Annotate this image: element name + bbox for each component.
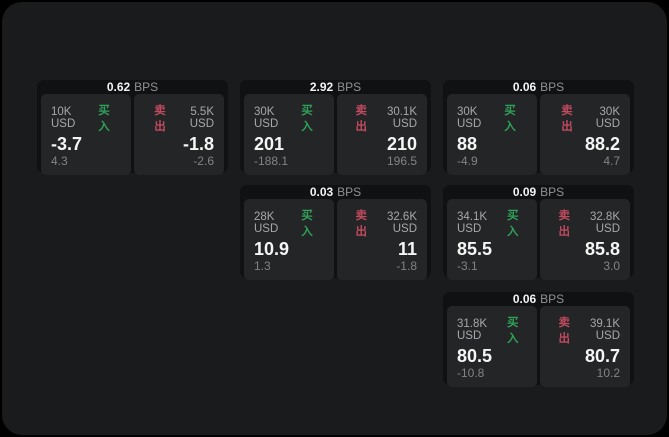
sell-quote[interactable]: 卖出 32.6K USD 11 -1.8: [337, 199, 427, 280]
sell-sub-value: 3.0: [603, 259, 620, 273]
sell-amount: 5.5K USD: [189, 106, 214, 130]
bps-header: 0.03 BPS: [240, 185, 431, 199]
sell-amount: 39.1K USD: [589, 318, 620, 342]
buy-price: 85.5: [457, 239, 493, 259]
sell-amount: 32.8K USD: [589, 211, 620, 235]
bps-value: 2.92: [309, 80, 334, 94]
buy-side-label: 买入: [507, 317, 519, 345]
bps-value: 0.62: [106, 80, 131, 94]
sell-quote[interactable]: 卖出 5.5K USD -1.8 -2.6: [134, 94, 224, 175]
bps-unit: BPS: [134, 80, 159, 94]
sell-quote[interactable]: 卖出 30K USD 88.2 4.7: [540, 94, 630, 175]
bps-header: 0.06 BPS: [443, 80, 634, 94]
buy-sub-value: -3.1: [457, 259, 478, 273]
quote-card: 0.06 BPS 31.8K USD 买入 80.5 -10.8 卖出 39.1…: [443, 292, 634, 387]
sell-side-label: 卖出: [561, 105, 573, 133]
bps-value: 0.09: [512, 185, 537, 199]
bps-header: 0.09 BPS: [443, 185, 634, 199]
sell-amount: 30.1K USD: [386, 106, 417, 130]
buy-side-label: 买入: [301, 105, 313, 133]
buy-amount: 28K USD: [254, 211, 279, 235]
buy-price: 201: [254, 134, 285, 154]
sell-side-label: 卖出: [558, 317, 571, 345]
buy-quote[interactable]: 30K USD 买入 201 -188.1: [244, 94, 334, 175]
buy-quote[interactable]: 10K USD 买入 -3.7 4.3: [41, 94, 131, 175]
bps-header: 0.62 BPS: [37, 80, 228, 94]
buy-amount: 30K USD: [457, 106, 482, 130]
sell-sub-value: -1.8: [396, 259, 417, 273]
sell-price: 85.8: [584, 239, 620, 259]
bps-header: 0.06 BPS: [443, 292, 634, 306]
buy-price: -3.7: [51, 134, 83, 154]
buy-sub-value: -10.8: [457, 366, 485, 380]
quote-card: 0.62 BPS 10K USD 买入 -3.7 4.3 卖出 5.5K USD…: [37, 80, 228, 175]
buy-sub-value: 1.3: [254, 259, 271, 273]
buy-quote[interactable]: 30K USD 买入 88 -4.9: [447, 94, 537, 175]
quote-card: 0.03 BPS 28K USD 买入 10.9 1.3 卖出 32.6K US…: [240, 185, 431, 280]
buy-quote[interactable]: 34.1K USD 买入 85.5 -3.1: [447, 199, 537, 280]
bps-value: 0.03: [309, 185, 334, 199]
buy-sub-value: 4.3: [51, 154, 68, 168]
bps-value: 0.06: [512, 80, 537, 94]
sell-sub-value: -2.6: [193, 154, 214, 168]
bps-unit: BPS: [337, 80, 362, 94]
buy-quote[interactable]: 31.8K USD 买入 80.5 -10.8: [447, 306, 537, 387]
sell-sub-value: 10.2: [596, 366, 620, 380]
buy-sub-value: -188.1: [254, 154, 289, 168]
bps-unit: BPS: [337, 185, 362, 199]
buy-sub-value: -4.9: [457, 154, 478, 168]
bps-value: 0.06: [512, 292, 537, 306]
sell-side-label: 卖出: [558, 210, 571, 238]
sell-price: 88.2: [584, 134, 620, 154]
sell-quote[interactable]: 卖出 32.8K USD 85.8 3.0: [540, 199, 630, 280]
sell-price: -1.8: [182, 134, 214, 154]
buy-side-label: 买入: [504, 105, 516, 133]
buy-price: 88: [457, 134, 478, 154]
sell-amount: 30K USD: [595, 106, 620, 130]
sell-side-label: 卖出: [355, 105, 368, 133]
sell-amount: 32.6K USD: [386, 211, 417, 235]
sell-price: 210: [386, 134, 417, 154]
sell-side-label: 卖出: [154, 105, 166, 133]
sell-quote[interactable]: 卖出 30.1K USD 210 196.5: [337, 94, 427, 175]
sell-price: 11: [397, 239, 417, 259]
quote-card: 0.06 BPS 30K USD 买入 88 -4.9 卖出 30K USD 8…: [443, 80, 634, 175]
sell-sub-value: 196.5: [386, 154, 417, 168]
buy-side-label: 买入: [507, 210, 519, 238]
bps-header: 2.92 BPS: [240, 80, 431, 94]
bps-unit: BPS: [540, 185, 565, 199]
sell-quote[interactable]: 卖出 39.1K USD 80.7 10.2: [540, 306, 630, 387]
sell-sub-value: 4.7: [603, 154, 620, 168]
buy-side-label: 买入: [98, 105, 110, 133]
sell-side-label: 卖出: [355, 210, 368, 238]
buy-amount: 30K USD: [254, 106, 279, 130]
buy-side-label: 买入: [301, 210, 313, 238]
buy-price: 80.5: [457, 346, 493, 366]
quote-card: 2.92 BPS 30K USD 买入 201 -188.1 卖出 30.1K …: [240, 80, 431, 175]
bps-unit: BPS: [540, 80, 565, 94]
quote-card: 0.09 BPS 34.1K USD 买入 85.5 -3.1 卖出 32.8K…: [443, 185, 634, 280]
buy-amount: 31.8K USD: [457, 318, 488, 342]
buy-amount: 34.1K USD: [457, 211, 488, 235]
bps-unit: BPS: [540, 292, 565, 306]
buy-amount: 10K USD: [51, 106, 76, 130]
buy-quote[interactable]: 28K USD 买入 10.9 1.3: [244, 199, 334, 280]
buy-price: 10.9: [254, 239, 290, 259]
sell-price: 80.7: [584, 346, 620, 366]
